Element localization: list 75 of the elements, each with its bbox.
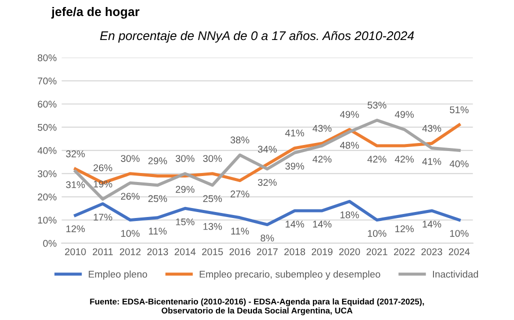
y-tick-label: 30% xyxy=(38,170,56,178)
x-tick-label: 2014 xyxy=(174,248,196,256)
data-label: 30% xyxy=(176,155,194,162)
data-label: 32% xyxy=(258,178,277,186)
chart-title: jefe/a de hogar xyxy=(51,6,140,19)
data-label: 12% xyxy=(66,225,85,232)
data-label: 51% xyxy=(450,106,469,114)
data-label: 34% xyxy=(258,146,277,153)
y-tick-label: 20% xyxy=(38,194,56,200)
data-label: 19% xyxy=(94,180,112,188)
data-label: 43% xyxy=(422,124,442,132)
legend-label: Empleo pleno xyxy=(88,270,148,280)
x-tick-label: 2023 xyxy=(421,248,442,256)
data-label: 32% xyxy=(66,150,85,158)
data-label: 31% xyxy=(66,181,85,188)
data-label: 17% xyxy=(94,214,112,221)
x-tick-label: 2013 xyxy=(147,248,168,256)
x-tick-label: 2024 xyxy=(448,248,470,256)
data-label: 40% xyxy=(450,160,469,168)
x-tick-label: 2011 xyxy=(92,248,113,256)
data-label: 42% xyxy=(312,156,332,163)
x-tick-label: 2015 xyxy=(202,248,223,256)
data-label: 14% xyxy=(422,220,442,228)
chart-subtitle: En porcentaje de NNyA de 0 a 17 años. Años 2010-2024 xyxy=(100,30,414,43)
x-tick-label: 2018 xyxy=(284,248,306,256)
data-label: 48% xyxy=(340,142,359,149)
data-label: 25% xyxy=(148,195,168,202)
x-tick-label: 2017 xyxy=(256,248,278,256)
legend-label: Empleo precario, subempleo y desempleo xyxy=(200,270,380,280)
data-label: 27% xyxy=(230,190,250,198)
data-label: 43% xyxy=(312,124,332,132)
data-label: 49% xyxy=(394,110,414,118)
x-tick-label: 2016 xyxy=(230,248,250,256)
y-tick-label: 80% xyxy=(38,54,56,62)
data-label: 25% xyxy=(203,195,222,202)
data-label: 14% xyxy=(313,220,332,228)
data-label: 30% xyxy=(203,155,222,162)
data-label: 18% xyxy=(340,211,359,218)
data-label: 29% xyxy=(148,157,168,164)
data-label: 49% xyxy=(340,110,359,118)
data-label: 11% xyxy=(148,228,167,235)
y-tick-label: 10% xyxy=(38,216,56,224)
x-tick-label: 2022 xyxy=(394,248,415,256)
y-tick-label: 60% xyxy=(38,100,56,108)
source-note: Fuente: EDSA-Bicentenario (2010-2016) - EDSA-Agenda para la Equidad (2017-2025), Observatorio de la Deuda Social Argentina, UCA xyxy=(90,298,424,316)
data-label: 38% xyxy=(230,136,250,144)
y-tick-label: 50% xyxy=(38,124,56,131)
y-tick-label: 40% xyxy=(38,147,56,154)
data-label: 53% xyxy=(368,102,386,109)
legend-label: Inactividad xyxy=(433,270,478,278)
y-tick-label: 0% xyxy=(43,240,56,247)
data-label: 42% xyxy=(394,156,414,163)
data-label: 15% xyxy=(176,218,194,226)
data-label: 10% xyxy=(450,230,469,237)
x-tick-label: 2019 xyxy=(312,248,332,256)
data-label: 10% xyxy=(121,230,140,237)
x-tick-label: 2021 xyxy=(366,248,388,256)
data-label: 42% xyxy=(367,156,386,163)
data-label: 26% xyxy=(120,192,140,200)
data-label: 12% xyxy=(395,225,414,232)
data-label: 30% xyxy=(120,155,140,162)
data-label: 29% xyxy=(176,186,194,193)
data-label: 26% xyxy=(94,164,112,172)
data-label: 10% xyxy=(368,230,386,237)
x-tick-label: 2010 xyxy=(65,248,86,256)
data-label: 8% xyxy=(260,234,274,242)
x-tick-label: 2012 xyxy=(120,248,141,256)
data-label: 41% xyxy=(285,130,304,136)
data-label: 11% xyxy=(231,228,249,235)
x-tick-label: 2020 xyxy=(339,248,360,256)
data-label: 13% xyxy=(203,223,222,230)
data-label: 39% xyxy=(285,162,304,170)
data-label: 41% xyxy=(422,158,442,165)
y-tick-label: 70% xyxy=(38,78,56,84)
data-label: 14% xyxy=(286,220,304,228)
